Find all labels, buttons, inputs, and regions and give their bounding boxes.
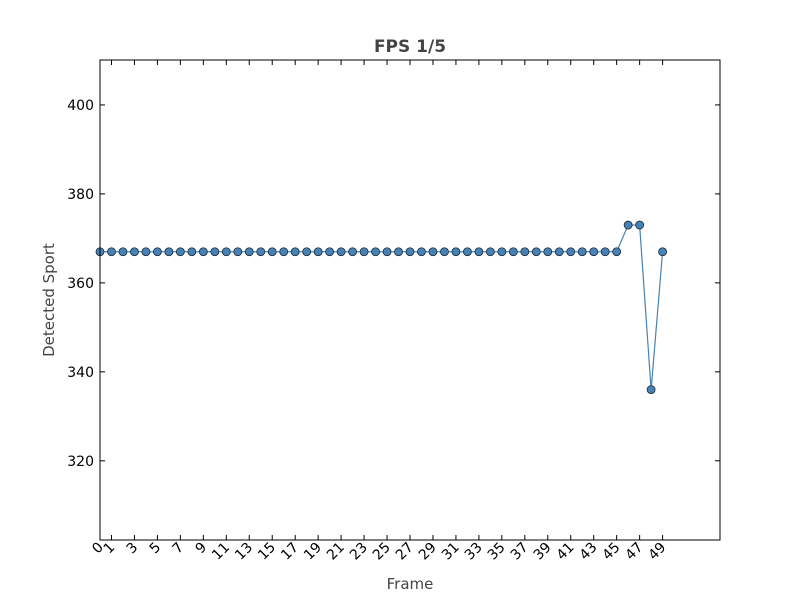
y-tick-label: 320 [67, 454, 94, 470]
point [244, 247, 254, 257]
point [198, 247, 208, 257]
point [325, 247, 335, 257]
point [543, 247, 553, 257]
point [164, 247, 174, 257]
x-tick-label: 35 [485, 540, 509, 564]
point [554, 247, 564, 257]
y-axis-label: Detected Sport [40, 243, 58, 357]
x-tick-label: 17 [278, 540, 302, 564]
point [508, 247, 518, 257]
x-tick-label: 23 [347, 540, 371, 564]
point [566, 247, 576, 257]
point [130, 247, 139, 257]
point [175, 247, 185, 257]
point [440, 247, 449, 257]
x-axis-label: Frame [387, 575, 434, 593]
x-tick-label: 41 [554, 540, 578, 564]
point [485, 247, 495, 257]
point [417, 247, 426, 257]
x-tick-label: 21 [324, 540, 348, 564]
point [405, 247, 415, 257]
point [635, 220, 645, 230]
point [187, 247, 197, 257]
x-tick-label: 15 [255, 540, 279, 564]
point [279, 247, 289, 257]
x-tick-label: 9 [193, 540, 211, 558]
x-tick-label: 11 [209, 540, 233, 564]
point [428, 247, 438, 257]
x-tick-label: 5 [147, 540, 165, 558]
y-tick-label: 400 [67, 98, 94, 114]
point [302, 247, 312, 257]
x-tick-label: 47 [623, 540, 647, 564]
x-tick-label: 33 [462, 540, 486, 564]
series-line [100, 224, 664, 390]
point [531, 247, 541, 257]
plot-frame [99, 59, 721, 541]
x-tick-label: 45 [600, 540, 624, 564]
point [359, 247, 369, 257]
y-tick-label: 380 [67, 187, 94, 203]
point [463, 247, 472, 257]
point [497, 247, 507, 257]
x-tick-label: 3 [124, 540, 142, 558]
point [646, 385, 656, 395]
y-tick-label: 340 [67, 365, 94, 381]
point [336, 247, 346, 257]
point [623, 220, 633, 230]
point [451, 247, 461, 257]
x-tick-label: 13 [232, 540, 256, 564]
point [577, 247, 587, 257]
x-tick-label: 1 [101, 540, 119, 558]
y-tick-label: 360 [67, 276, 94, 292]
point [371, 247, 380, 257]
x-tick-label: 37 [508, 540, 532, 564]
x-tick-label: 25 [370, 540, 394, 564]
x-tick-label: 19 [301, 540, 325, 564]
point [348, 247, 357, 257]
point [589, 247, 599, 257]
x-tick-label: 31 [439, 540, 463, 564]
point [290, 247, 300, 257]
x-tick-label: 49 [646, 540, 670, 564]
point [107, 247, 116, 257]
point [153, 247, 162, 257]
chart-title: FPS 1/5 [374, 37, 446, 57]
point [221, 247, 231, 257]
point [118, 247, 128, 257]
point [267, 247, 277, 257]
point [600, 247, 610, 257]
point [394, 247, 403, 257]
x-tick-label: 27 [393, 540, 417, 564]
x-tick-label: 29 [416, 540, 440, 564]
point [382, 247, 392, 257]
point [256, 247, 266, 257]
x-tick-label: 39 [531, 540, 555, 564]
point [520, 247, 530, 257]
point [658, 247, 667, 257]
point [141, 247, 151, 257]
point [474, 247, 484, 257]
point [313, 247, 323, 257]
point [612, 247, 622, 257]
point [233, 247, 243, 257]
x-tick-label: 43 [577, 540, 601, 564]
x-tick-label: 7 [170, 540, 188, 558]
point [210, 247, 220, 257]
